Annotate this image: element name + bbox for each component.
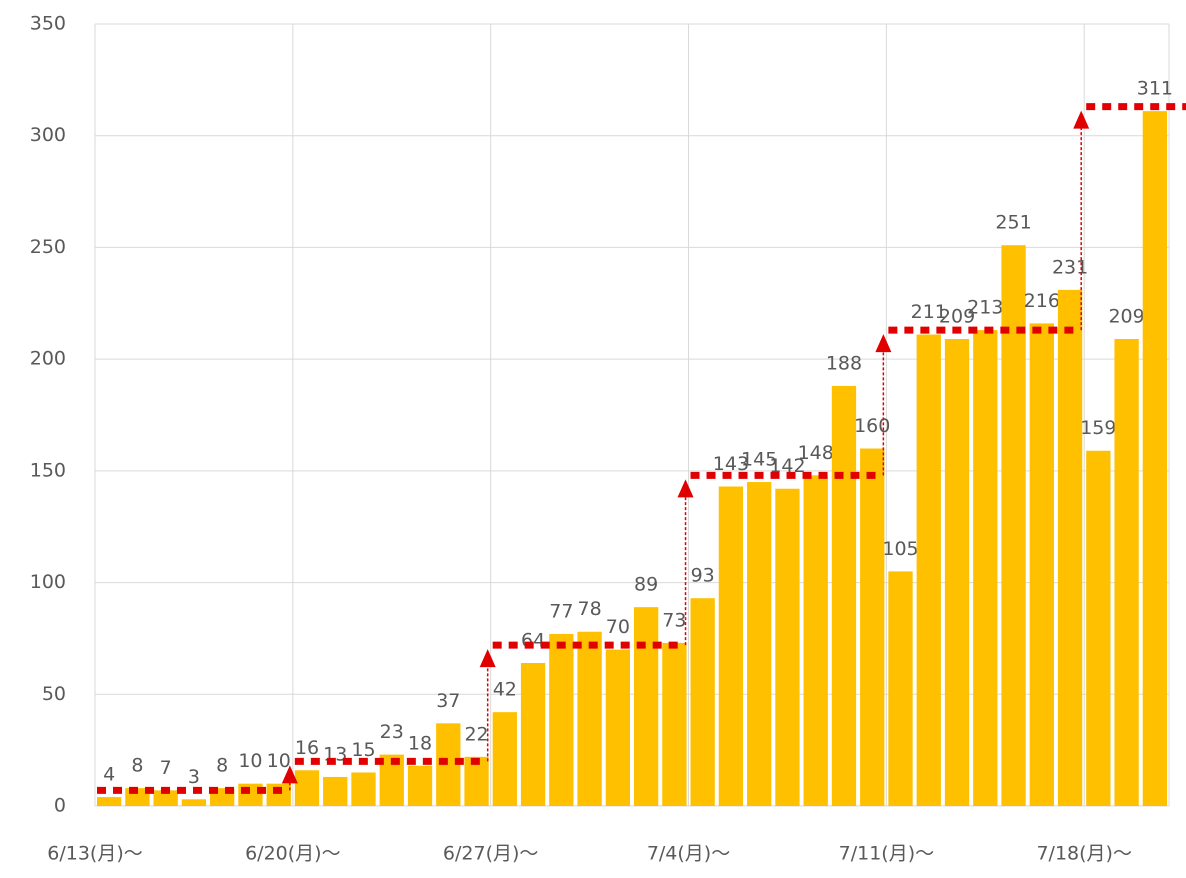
data-label: 159 xyxy=(1080,417,1116,439)
data-label: 148 xyxy=(798,442,834,464)
data-label: 8 xyxy=(131,755,143,777)
data-label: 209 xyxy=(939,306,975,328)
data-label: 3 xyxy=(188,766,200,788)
bar xyxy=(577,631,602,806)
data-label: 42 xyxy=(493,679,517,701)
y-tick-label: 150 xyxy=(30,459,66,481)
data-label: 231 xyxy=(1052,256,1088,278)
bar xyxy=(662,642,687,806)
y-tick-label: 200 xyxy=(30,348,66,370)
data-label: 22 xyxy=(464,723,488,745)
bar xyxy=(323,776,348,806)
data-label: 209 xyxy=(1108,306,1144,328)
data-label: 105 xyxy=(882,538,918,560)
bar xyxy=(1114,339,1139,806)
bar xyxy=(690,598,715,806)
data-label: 211 xyxy=(911,301,947,323)
y-tick-label: 350 xyxy=(30,13,66,35)
bar xyxy=(492,712,517,806)
data-label: 213 xyxy=(967,297,1003,319)
data-label: 7 xyxy=(160,757,172,779)
x-tick-label: 6/20(月)～ xyxy=(245,843,341,865)
bar xyxy=(1001,245,1026,807)
bar xyxy=(464,756,489,806)
data-label: 216 xyxy=(1024,290,1060,312)
y-tick-label: 0 xyxy=(54,795,66,817)
data-label: 23 xyxy=(380,721,404,743)
y-tick-label: 50 xyxy=(42,683,66,705)
bar xyxy=(1057,289,1083,806)
arrow-head xyxy=(479,649,496,668)
x-tick-label: 6/13(月)～ xyxy=(47,843,143,865)
bar xyxy=(181,799,207,806)
data-label: 10 xyxy=(238,750,262,772)
bar xyxy=(747,482,772,806)
bar xyxy=(407,765,433,806)
y-tick-label: 100 xyxy=(30,571,66,593)
y-tick-label: 300 xyxy=(30,124,66,146)
data-label: 18 xyxy=(408,732,432,754)
bar xyxy=(1029,323,1054,806)
data-label: 77 xyxy=(549,600,573,622)
bar xyxy=(916,334,941,806)
x-tick-label: 6/27(月)～ xyxy=(443,843,539,865)
bar xyxy=(351,772,376,806)
bar xyxy=(860,448,885,806)
arrow-head xyxy=(875,334,892,353)
x-tick-label: 7/4(月)～ xyxy=(647,843,730,865)
bar xyxy=(831,385,857,806)
bar xyxy=(266,783,291,806)
arrow-head xyxy=(1073,110,1090,129)
bar xyxy=(944,339,970,806)
data-label: 8 xyxy=(216,755,228,777)
bar xyxy=(549,633,574,806)
bar xyxy=(718,486,744,806)
data-label: 145 xyxy=(741,449,777,471)
data-label: 16 xyxy=(295,737,319,759)
data-label: 143 xyxy=(713,453,749,475)
x-tick-label: 7/11(月)～ xyxy=(839,843,935,865)
data-label: 89 xyxy=(634,574,658,596)
y-tick-label: 250 xyxy=(30,236,66,258)
arrow-head xyxy=(677,479,694,498)
bar xyxy=(294,770,320,806)
x-tick-label: 7/18(月)～ xyxy=(1036,843,1132,865)
bar xyxy=(153,790,178,806)
bar xyxy=(520,663,546,806)
bar xyxy=(888,571,913,806)
data-label: 311 xyxy=(1137,78,1173,100)
data-label: 188 xyxy=(826,352,862,374)
data-label: 4 xyxy=(103,764,115,786)
bar xyxy=(1142,111,1168,806)
data-label: 93 xyxy=(691,565,715,587)
bar xyxy=(803,475,828,806)
bar xyxy=(1086,450,1111,806)
bar xyxy=(775,488,800,806)
data-label: 160 xyxy=(854,415,890,437)
arrow-head xyxy=(281,765,298,784)
data-label: 251 xyxy=(995,212,1031,234)
bar xyxy=(633,607,659,806)
bar xyxy=(96,797,122,806)
data-label: 10 xyxy=(267,750,291,772)
data-label: 70 xyxy=(606,616,630,638)
bar xyxy=(605,649,631,806)
data-label: 73 xyxy=(662,609,686,631)
data-label: 15 xyxy=(351,739,375,761)
data-label: 37 xyxy=(436,690,460,712)
data-label: 78 xyxy=(578,598,602,620)
bar xyxy=(973,330,998,806)
data-label: 142 xyxy=(769,455,805,477)
